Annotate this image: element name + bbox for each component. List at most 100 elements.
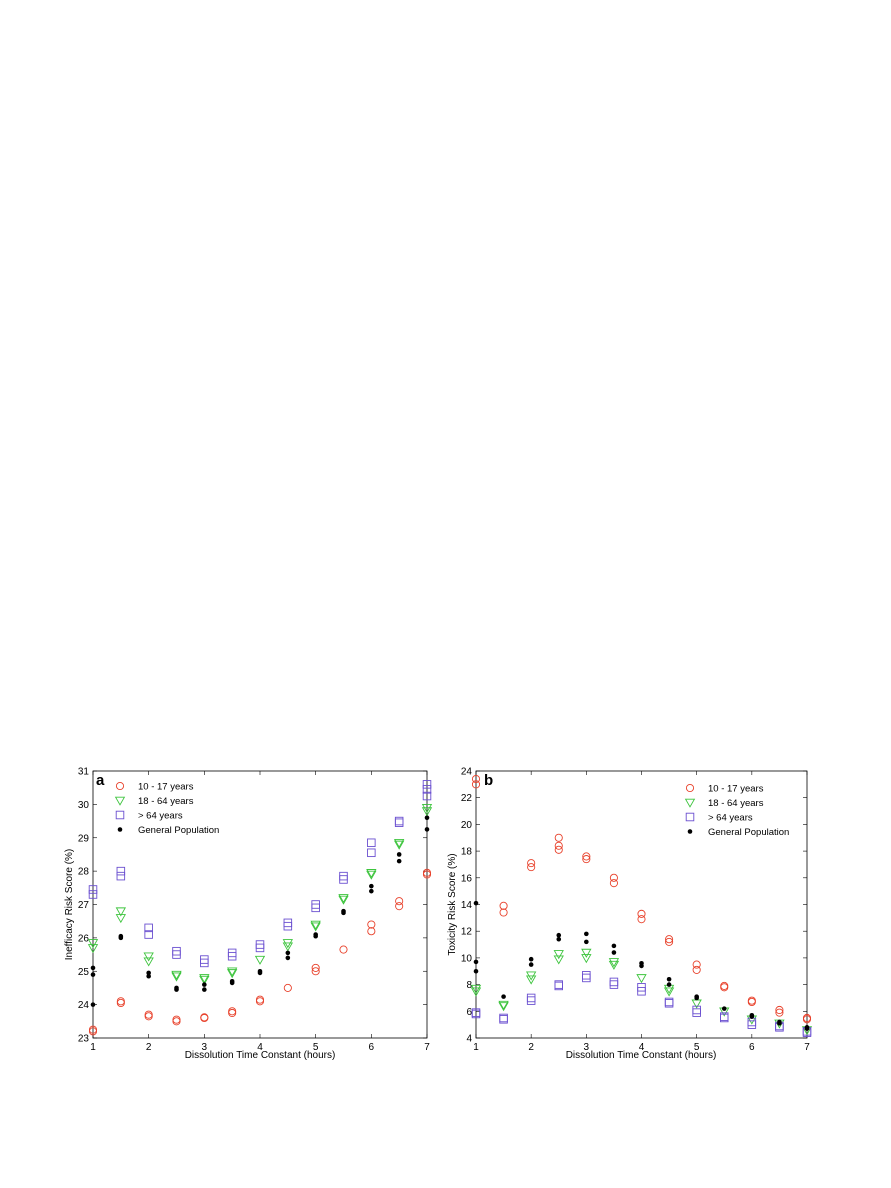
chart-b-y-tick-label: 12	[461, 927, 473, 938]
chart-a-point	[311, 903, 320, 913]
chart-b-point	[692, 965, 701, 974]
chart-a-point	[143, 952, 154, 962]
chart-b-y-tick-label: 4	[466, 1034, 472, 1045]
chart-a-y-tick-label: 28	[78, 867, 90, 878]
chart-b-point	[473, 968, 479, 974]
chart-a-point	[226, 967, 238, 977]
chart-a-point	[144, 1012, 153, 1021]
chart-b-point	[581, 948, 592, 958]
chart-a-point	[90, 965, 96, 971]
chart-a-point	[283, 921, 293, 931]
chart-a-legend-marker	[115, 810, 125, 820]
chart-b-point	[611, 950, 617, 955]
chart-b-point	[470, 984, 482, 994]
chart-a-point	[200, 955, 209, 964]
chart-a-panel-label: a	[96, 772, 105, 789]
chart-a-y-tick-label: 30	[78, 800, 90, 811]
chart-b-point	[747, 996, 756, 1005]
chart-a-point	[282, 942, 294, 952]
chart-b-point	[665, 935, 674, 944]
chart-a-point	[87, 944, 99, 954]
chart-b-point	[637, 909, 646, 918]
chart-b-point	[747, 1020, 757, 1029]
chart-b-point	[582, 973, 591, 983]
chart-a-series-2	[88, 780, 432, 968]
chart-b-point	[584, 939, 589, 945]
chart-a-point	[339, 875, 348, 884]
chart-a-point	[396, 852, 402, 857]
chart-a-point	[310, 920, 321, 930]
chart-b-point	[608, 958, 620, 968]
chart-b-point	[636, 974, 647, 984]
chart-a-legend-label: General Population	[138, 825, 219, 836]
chart-a-x-tick-label: 2	[146, 1042, 152, 1053]
chart-a-point	[310, 922, 321, 932]
chart-a-point	[90, 1002, 96, 1007]
chart-b-point	[473, 959, 479, 965]
chart-a-point	[283, 983, 292, 992]
chart-a-point	[339, 945, 348, 954]
chart-b-point	[608, 960, 620, 970]
chart-b-point	[637, 983, 646, 992]
chart-a-point	[116, 997, 125, 1006]
chart-b-legend-marker	[685, 812, 695, 822]
chart-a-y-tick-label: 26	[78, 933, 90, 944]
chart-b-panel-label: b	[484, 772, 493, 789]
chart-a-point	[88, 885, 98, 894]
chart-b-point	[663, 987, 675, 997]
chart-b-plot-area	[475, 770, 808, 1039]
chart-b-point	[498, 1002, 509, 1012]
chart-b-point	[525, 971, 537, 981]
chart-a-point	[369, 883, 374, 889]
chart-b-point	[664, 997, 674, 1007]
chart-a-y-tick-label: 29	[78, 833, 90, 844]
chart-a-point	[146, 970, 151, 976]
chart-a-point	[144, 923, 153, 933]
chart-a-point	[257, 968, 263, 974]
chart-a-point	[255, 995, 265, 1004]
chart-b-legend-marker	[687, 829, 693, 834]
chart-b-point	[473, 900, 479, 906]
chart-a-point	[341, 908, 346, 914]
chart-a-legend-label: > 64 years	[138, 811, 183, 822]
chart-a-point	[172, 1015, 181, 1024]
chart-a-point	[171, 970, 182, 980]
chart-a-point	[87, 939, 99, 949]
chart-b-point	[556, 932, 562, 938]
chart-b-legend-label: 18 - 64 years	[708, 798, 764, 809]
chart-a-point	[228, 1007, 237, 1016]
chart-a: a Dissolution Time Constant (hours) Inef…	[64, 767, 433, 1061]
chart-a-point	[283, 918, 293, 928]
chart-b-y-tick-label: 8	[466, 980, 472, 991]
chart-b-point	[611, 943, 617, 949]
chart-a-point	[202, 982, 207, 987]
chart-b-point	[553, 950, 564, 960]
chart-b-y-tick-label: 6	[466, 1007, 472, 1018]
chart-a-point	[422, 868, 432, 877]
chart-b-point	[554, 980, 564, 989]
chart-a-point	[339, 871, 348, 881]
chart-b-point	[554, 845, 563, 854]
chart-a-x-tick-label: 4	[257, 1042, 263, 1053]
chart-b-point	[582, 855, 591, 864]
chart-a-point	[116, 998, 125, 1008]
chart-a-point	[202, 987, 207, 992]
chart-b-y-tick-label: 10	[461, 953, 473, 964]
chart-b-legend-label: 10 - 17 years	[708, 784, 764, 795]
chart-b-y-tick-label: 24	[461, 767, 473, 778]
chart-a-y-axis-title: Inefficacy Risk Score (%)	[64, 849, 75, 961]
chart-a-point	[144, 1010, 153, 1019]
chart-b-y-tick-label: 20	[461, 820, 473, 831]
chart-a-point	[367, 848, 376, 858]
chart-a-point	[396, 858, 402, 864]
chart-b-point	[666, 982, 672, 987]
chart-a-point	[227, 951, 237, 961]
chart-b-legend-label: General Population	[708, 827, 789, 838]
chart-b-point	[775, 1008, 784, 1017]
chart-b-point	[471, 1008, 481, 1017]
chart-b-series-0	[471, 774, 812, 1024]
chart-a-point	[254, 955, 266, 965]
chart-b-point	[528, 956, 534, 962]
chart-b-point	[609, 879, 618, 888]
